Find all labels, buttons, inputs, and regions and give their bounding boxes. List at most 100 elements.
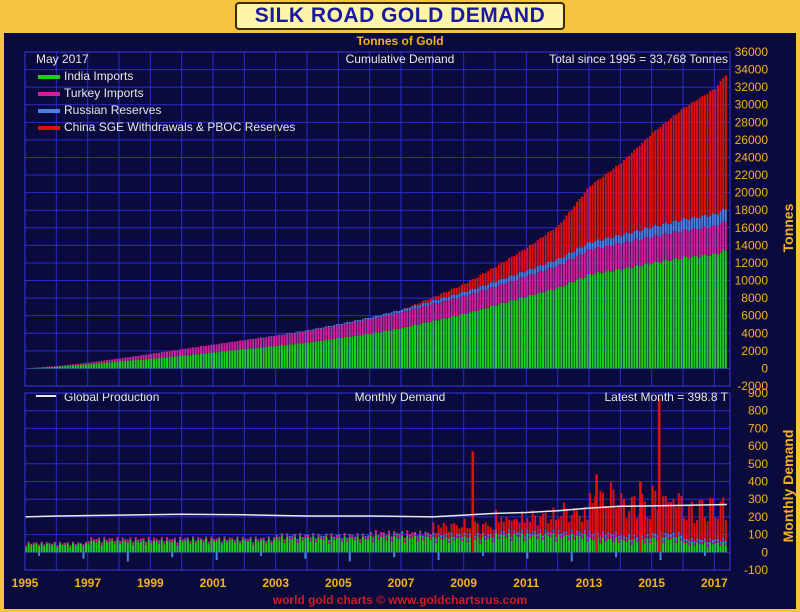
y-tick-label: 800 [748, 404, 768, 418]
monthly-bar [656, 540, 659, 553]
cumulative-bar [669, 234, 672, 262]
cumulative-bar [599, 240, 602, 249]
monthly-bar [445, 535, 448, 537]
monthly-bar [270, 542, 273, 553]
cumulative-bar [492, 286, 495, 306]
monthly-bar [683, 543, 686, 553]
monthly-bar [280, 534, 283, 537]
monthly-bar [560, 516, 563, 534]
cumulative-bar [583, 252, 586, 278]
monthly-bar [393, 530, 396, 532]
monthly-bar [502, 531, 505, 534]
cumulative-bar [683, 217, 686, 229]
cumulative-bar [265, 347, 268, 369]
monthly-bar [445, 536, 448, 553]
monthly-bar [578, 515, 581, 533]
monthly-bar [505, 533, 508, 536]
cumulative-bar [424, 302, 427, 306]
cumulative-bar [604, 271, 607, 369]
x-tick-label: 2001 [200, 576, 227, 590]
cumulative-bar [542, 292, 545, 369]
legend-label-production: Global Production [64, 390, 159, 404]
monthly-bar [602, 492, 605, 532]
monthly-bar [408, 534, 411, 535]
x-tick-label: 2003 [262, 576, 289, 590]
cumulative-bar [145, 359, 148, 369]
monthly-bar [346, 541, 349, 553]
monthly-bar [539, 532, 542, 553]
monthly-bar [625, 538, 628, 542]
cumulative-bar [338, 338, 341, 369]
cumulative-bar [539, 291, 542, 369]
cumulative-bar [43, 367, 46, 369]
cumulative-bar [424, 300, 427, 303]
monthly-bar [685, 541, 688, 543]
cumulative-bar [137, 355, 140, 360]
cumulative-bar [408, 326, 411, 369]
cumulative-bar [387, 315, 390, 331]
cumulative-bar [591, 250, 594, 276]
cumulative-bar [95, 363, 98, 369]
monthly-bar [361, 536, 364, 553]
monthly-bar [291, 535, 294, 537]
cumulative-bar [547, 289, 550, 369]
monthly-bar [622, 540, 625, 553]
monthly-bar [615, 532, 618, 538]
monthly-bar [489, 535, 492, 538]
monthly-bar [377, 535, 380, 537]
cumulative-bar [581, 278, 584, 369]
monthly-bar [340, 538, 343, 540]
monthly-bar [364, 537, 367, 540]
monthly-bar [607, 506, 610, 533]
cumulative-bar [330, 339, 333, 369]
cumulative-bar [393, 313, 396, 330]
cumulative-bar [636, 238, 639, 265]
monthly-bar [252, 544, 255, 553]
cumulative-bar [630, 153, 633, 234]
latest-label: Latest Month = 398.8 T [604, 390, 728, 404]
monthly-bar [502, 533, 505, 535]
cumulative-bar [403, 308, 406, 311]
cumulative-bar [343, 324, 346, 338]
monthly-bar [633, 496, 636, 535]
monthly-bar [330, 536, 333, 553]
monthly-bar [628, 536, 631, 539]
monthly-bar [711, 539, 714, 543]
monthly-bar [620, 535, 623, 537]
cumulative-bar [476, 292, 479, 311]
cumulative-bar [615, 269, 618, 369]
cumulative-bar [620, 244, 623, 271]
cumulative-bar [458, 286, 461, 294]
monthly-bar [434, 542, 437, 553]
cumulative-bar [521, 271, 524, 278]
monthly-bar [672, 498, 675, 533]
monthly-bar [293, 533, 296, 536]
monthly-bar [267, 536, 270, 539]
cumulative-bar [273, 336, 276, 347]
monthly-bar [578, 533, 581, 536]
cumulative-bar [570, 259, 573, 283]
monthly-bar [442, 536, 445, 540]
cumulative-bar [596, 246, 599, 272]
cumulative-bar [565, 261, 568, 285]
monthly-bar [573, 535, 576, 537]
cumulative-bar [463, 313, 466, 369]
cumulative-bar [589, 242, 592, 250]
monthly-bar [604, 535, 607, 537]
monthly-bar [327, 543, 330, 553]
monthly-bar [513, 529, 516, 531]
monthly-bar [317, 537, 320, 553]
monthly-bar [79, 542, 82, 544]
monthly-bar [591, 503, 594, 535]
cumulative-bar [656, 225, 659, 236]
monthly-bar [434, 532, 437, 539]
monthly-bar [265, 543, 268, 553]
cumulative-bar [662, 234, 665, 262]
cumulative-bar [724, 222, 727, 251]
monthly-bar [703, 540, 706, 543]
cumulative-bar [179, 355, 182, 369]
cumulative-bar [667, 234, 670, 261]
y-tick-label: 6000 [741, 309, 768, 323]
cumulative-bar [500, 262, 503, 279]
monthly-bar [82, 544, 85, 546]
